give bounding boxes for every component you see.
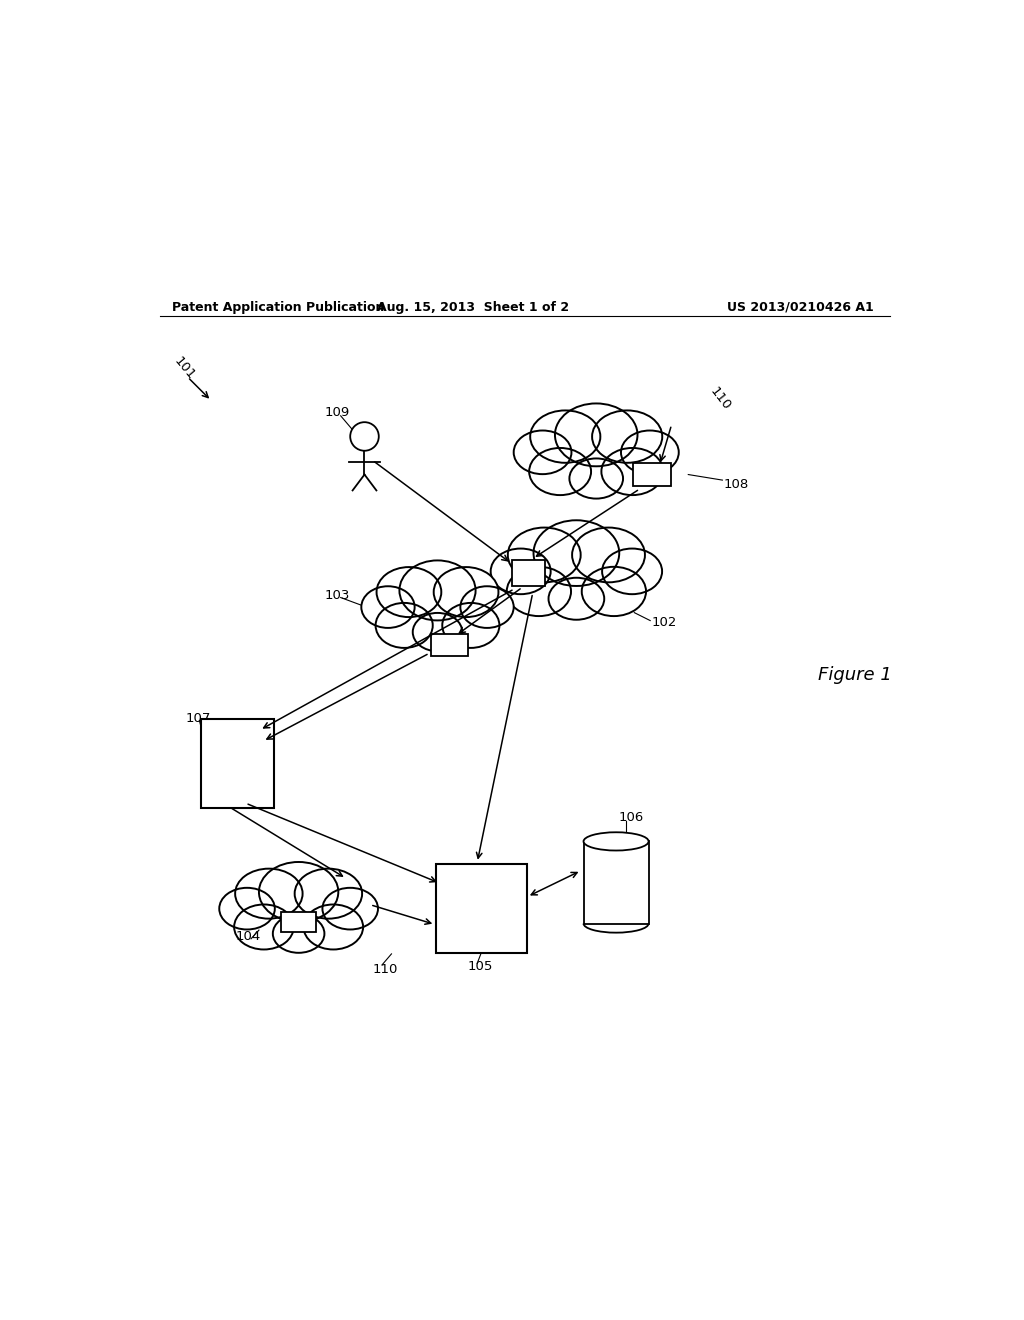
Ellipse shape bbox=[572, 528, 645, 582]
Text: 109: 109 bbox=[325, 407, 350, 420]
Text: 105: 105 bbox=[468, 960, 493, 973]
Ellipse shape bbox=[514, 430, 571, 474]
Ellipse shape bbox=[555, 404, 638, 466]
Bar bbox=[512, 560, 546, 586]
Ellipse shape bbox=[361, 586, 415, 628]
Ellipse shape bbox=[530, 411, 600, 463]
Ellipse shape bbox=[413, 612, 462, 651]
Ellipse shape bbox=[295, 869, 362, 919]
Ellipse shape bbox=[461, 586, 514, 628]
Ellipse shape bbox=[621, 430, 679, 474]
Circle shape bbox=[350, 422, 379, 450]
Ellipse shape bbox=[377, 568, 441, 616]
Text: Aug. 15, 2013  Sheet 1 of 2: Aug. 15, 2013 Sheet 1 of 2 bbox=[377, 301, 569, 314]
Bar bbox=[201, 719, 274, 808]
Text: 104: 104 bbox=[236, 929, 260, 942]
Ellipse shape bbox=[529, 447, 591, 495]
Text: Figure 1: Figure 1 bbox=[818, 665, 892, 684]
Text: US 2013/0210426 A1: US 2013/0210426 A1 bbox=[727, 301, 873, 314]
Text: 106: 106 bbox=[618, 810, 644, 824]
Text: 110: 110 bbox=[452, 605, 477, 618]
Text: 110: 110 bbox=[373, 964, 397, 977]
Ellipse shape bbox=[236, 869, 303, 919]
Bar bbox=[633, 462, 671, 487]
Ellipse shape bbox=[259, 862, 338, 921]
Ellipse shape bbox=[219, 888, 274, 929]
Ellipse shape bbox=[323, 888, 378, 929]
Ellipse shape bbox=[569, 458, 623, 499]
Text: 108: 108 bbox=[723, 478, 749, 491]
Ellipse shape bbox=[234, 904, 294, 949]
Ellipse shape bbox=[376, 603, 433, 648]
Bar bbox=[282, 912, 316, 932]
Text: 101: 101 bbox=[172, 354, 198, 381]
Ellipse shape bbox=[508, 528, 581, 582]
Bar bbox=[584, 841, 648, 924]
Ellipse shape bbox=[602, 549, 663, 594]
Ellipse shape bbox=[490, 549, 551, 594]
Text: 103: 103 bbox=[325, 589, 350, 602]
Ellipse shape bbox=[534, 520, 620, 586]
Ellipse shape bbox=[592, 411, 663, 463]
Ellipse shape bbox=[434, 568, 499, 616]
Text: 107: 107 bbox=[185, 711, 211, 725]
Text: 102: 102 bbox=[652, 616, 677, 630]
Ellipse shape bbox=[399, 561, 475, 620]
Ellipse shape bbox=[272, 915, 325, 953]
Ellipse shape bbox=[442, 603, 500, 648]
Text: 110: 110 bbox=[708, 384, 733, 412]
Ellipse shape bbox=[507, 566, 571, 616]
Ellipse shape bbox=[549, 578, 604, 619]
Ellipse shape bbox=[582, 566, 646, 616]
Ellipse shape bbox=[303, 904, 364, 949]
Ellipse shape bbox=[601, 447, 664, 495]
Ellipse shape bbox=[584, 833, 648, 850]
Bar bbox=[435, 865, 526, 953]
Bar bbox=[431, 634, 468, 656]
Text: Patent Application Publication: Patent Application Publication bbox=[172, 301, 384, 314]
